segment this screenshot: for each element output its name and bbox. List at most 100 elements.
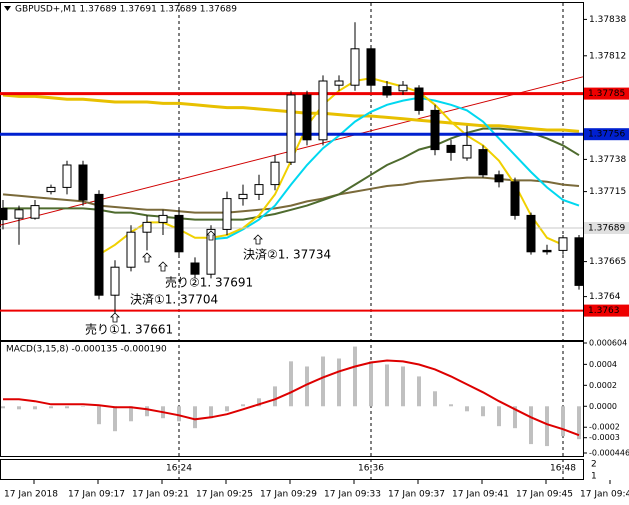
- histogram-bar: [337, 358, 341, 407]
- local-time-label: 16:36: [358, 464, 384, 474]
- x-tick-label: 17 Jan 09:17: [68, 490, 125, 500]
- price-label-box: [584, 304, 629, 317]
- candle-body: [366, 48, 376, 86]
- y-tick-label: 1.37812: [589, 51, 626, 61]
- candle-body: [222, 198, 232, 230]
- candle-body: [142, 221, 152, 233]
- candle-body: [110, 266, 120, 296]
- price-label: 1.37785: [588, 89, 625, 99]
- candle-body: [318, 80, 328, 141]
- time-panel: [0, 459, 584, 480]
- signal-line: [3, 359, 580, 437]
- histogram-bar: [65, 406, 69, 409]
- arrow-icon: [142, 252, 152, 263]
- arrow-icon: [253, 234, 263, 245]
- histogram-bar: [145, 406, 149, 417]
- price-label: 1.37756: [588, 130, 625, 140]
- y-tick-label: 1.37838: [589, 15, 626, 25]
- histogram-bar: [353, 346, 357, 407]
- y-tick-label: 0.0000: [589, 402, 617, 411]
- histogram-bar: [81, 406, 85, 407]
- candle-body: [0, 207, 8, 221]
- histogram-bar: [433, 391, 437, 407]
- histogram-bar: [1, 406, 5, 409]
- macd-title: MACD(3,15,8) -0.000135 -0.000190: [6, 345, 167, 355]
- trade-annotation: 決済②1. 37734: [243, 247, 331, 262]
- x-tick-label: 17 Jan 09:29: [260, 490, 317, 500]
- histogram-bar: [305, 366, 309, 407]
- candle-body: [526, 214, 536, 253]
- candle-body: [478, 149, 488, 176]
- trade-annotation: 売り②1. 37691: [165, 275, 253, 290]
- y-tick-label: -0.0003: [589, 433, 620, 442]
- candle-body: [398, 84, 408, 92]
- local-time-label: 16:24: [166, 464, 192, 474]
- collapse-icon: [4, 6, 11, 11]
- histogram-bar: [401, 366, 405, 407]
- histogram-bar: [449, 404, 453, 407]
- candle-body: [558, 237, 568, 251]
- x-tick-label: 17 Jan 09:37: [388, 490, 445, 500]
- y-tick-label: -0.000446: [589, 449, 629, 458]
- candle-body: [62, 164, 72, 188]
- histogram-bar: [113, 406, 117, 432]
- candle-body: [382, 86, 392, 96]
- trade-annotation: 決済①1. 37704: [130, 292, 218, 307]
- candle-body: [574, 237, 584, 286]
- candle-body: [174, 214, 184, 253]
- x-tick-label: 17 Jan 09:41: [452, 490, 509, 500]
- histogram-bar: [273, 386, 277, 407]
- histogram-bar: [129, 406, 133, 422]
- candle-body: [94, 193, 104, 296]
- x-tick-label: 17 Jan 09:49: [580, 490, 629, 500]
- price-label-box: [584, 222, 629, 234]
- candle-body: [190, 262, 200, 275]
- candle-body: [46, 186, 56, 193]
- y-tick-label: -0.0002: [589, 423, 620, 432]
- histogram-bar: [17, 406, 21, 410]
- x-tick-label: 17 Jan 09:21: [132, 490, 189, 500]
- price-label: 1.37689: [588, 224, 625, 234]
- candle-body: [510, 181, 520, 216]
- histogram-bar: [497, 406, 501, 427]
- candle-body: [270, 161, 280, 186]
- arrow-icon: [158, 261, 168, 272]
- y-tick-label: 1.3764: [589, 292, 621, 302]
- candle-body: [206, 228, 216, 275]
- histogram-bar: [193, 406, 197, 429]
- candle-body: [14, 209, 24, 219]
- histogram-bar: [257, 398, 261, 407]
- y-tick-label: 0.0002: [589, 381, 617, 390]
- price-label-box: [584, 128, 629, 141]
- candle-body: [30, 205, 40, 219]
- histogram-bar: [561, 406, 565, 437]
- histogram-bar: [321, 356, 325, 407]
- histogram-bar: [33, 406, 37, 410]
- macd-panel: [0, 341, 584, 457]
- candle-body: [430, 109, 440, 151]
- arrow-icon: [110, 312, 120, 323]
- candle-body: [542, 249, 552, 253]
- candle-body: [254, 184, 264, 195]
- trade-annotation: 売り①1. 37661: [85, 322, 173, 337]
- histogram-bar: [481, 406, 485, 417]
- histogram-bar: [513, 406, 517, 429]
- x-tick-label: 17 Jan 09:25: [196, 490, 253, 500]
- candle-body: [238, 193, 248, 200]
- x-tick-label: 17 Jan 2018: [4, 490, 58, 500]
- histogram-bar: [225, 406, 229, 412]
- candle-body: [334, 80, 344, 86]
- candle-body: [446, 144, 456, 153]
- histogram-bar: [465, 406, 469, 412]
- histogram-bar: [369, 361, 373, 407]
- histogram-bar: [385, 364, 389, 407]
- ma-line: [210, 96, 580, 241]
- y-tick-label: 0.0004: [589, 360, 617, 369]
- arrow-icon: [206, 230, 216, 241]
- histogram-bar: [177, 406, 181, 422]
- y-tick-label: 1.37665: [589, 257, 626, 267]
- candle-body: [414, 87, 424, 111]
- histogram-bar: [241, 404, 245, 407]
